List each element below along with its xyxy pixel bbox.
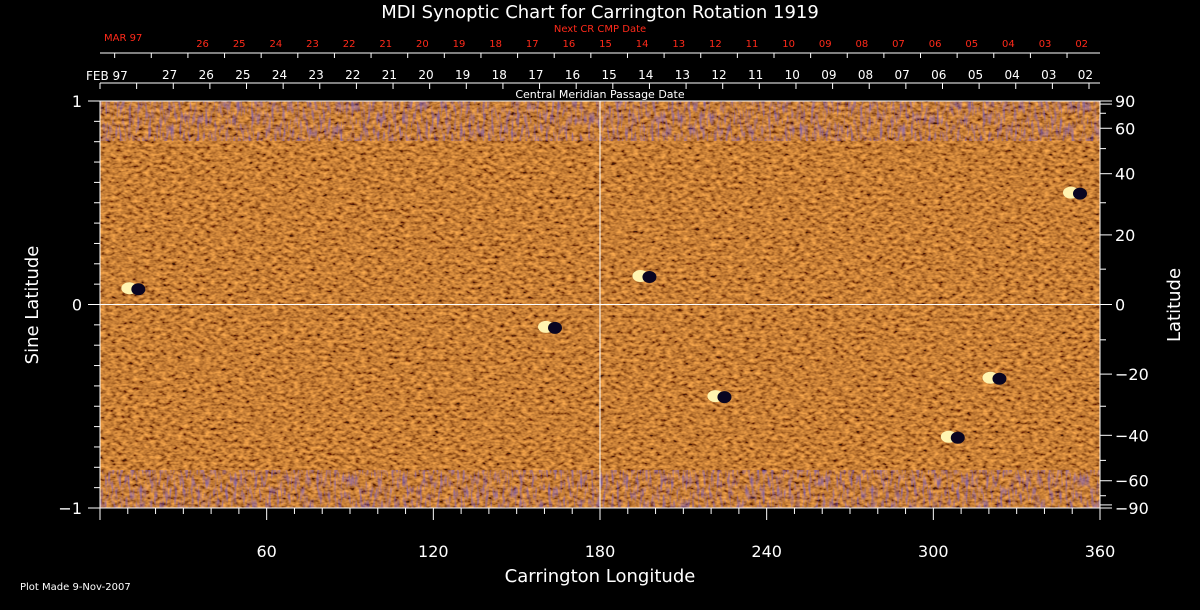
next-cr-day-label: 08 (856, 39, 869, 50)
plot-made-note: Plot Made 9-Nov-2007 (20, 582, 131, 593)
left-tick-label: −1 (58, 499, 82, 518)
chart-title: MDI Synoptic Chart for Carrington Rotati… (381, 2, 819, 23)
cmp-day-label: 04 (1004, 68, 1019, 82)
next-cr-ticks: 26 25 24 23 22 21 20 19 18 17 16 15 14 13 12 11 10 09 08 07… (114, 39, 1088, 58)
right-tick-label: −40 (1115, 426, 1149, 445)
cmp-month: FEB 97 (86, 69, 128, 83)
next-cr-month: MAR 97 (104, 33, 142, 44)
active-region-negative-1 (642, 271, 657, 284)
cmp-day-label: 09 (821, 68, 836, 82)
cmp-day-label: 14 (638, 68, 653, 82)
cmp-day-label: 25 (235, 68, 250, 82)
bottom-axis: 60 120 180 240 300 360 (99, 508, 1116, 561)
cmp-day-label: 05 (968, 68, 983, 82)
next-cr-day-label: 11 (746, 39, 759, 50)
cmp-day-label: 03 (1041, 68, 1056, 82)
left-tick-label: 1 (72, 92, 82, 111)
next-cr-day-label: 06 (929, 39, 942, 50)
active-region-negative-4 (717, 391, 732, 404)
cmp-day-label: 17 (528, 68, 543, 82)
next-cr-day-label: 20 (416, 39, 429, 50)
right-tick-label: 40 (1115, 165, 1135, 184)
next-cr-day-label: 14 (636, 39, 649, 50)
right-tick-label: −60 (1115, 472, 1149, 491)
cmp-day-label: 16 (565, 68, 580, 82)
left-tick-label: 0 (72, 296, 82, 315)
next-cr-day-label: 22 (343, 39, 356, 50)
cmp-day-label: 10 (785, 68, 800, 82)
right-axis-label: Latitude (1164, 268, 1185, 342)
active-region-negative-6 (950, 431, 965, 444)
cmp-day-label: 12 (711, 68, 726, 82)
right-tick-label: 0 (1115, 296, 1125, 315)
left-axis: 1 0 −1 (58, 92, 100, 518)
next-cr-day-label: 17 (526, 39, 539, 50)
cmp-day-label: 18 (492, 68, 507, 82)
next-cr-day-label: 18 (489, 39, 502, 50)
next-cr-day-label: 12 (709, 39, 722, 50)
right-tick-label: −90 (1115, 499, 1149, 518)
right-axis: 90 60 40 20 0 −20 −40 −60 −90 (1100, 92, 1149, 518)
x-tick-label: 120 (418, 542, 449, 561)
x-tick-label: 360 (1085, 542, 1116, 561)
cmp-day-label: 24 (272, 68, 287, 82)
cmp-day-label: 19 (455, 68, 470, 82)
left-axis-label: Sine Latitude (22, 246, 43, 365)
next-cr-day-label: 15 (599, 39, 612, 50)
active-region-negative-0 (131, 283, 146, 296)
next-cr-day-label: 05 (965, 39, 978, 50)
next-cr-day-label: 04 (1002, 39, 1015, 50)
active-region-negative-2 (1073, 187, 1087, 200)
right-tick-label: 90 (1115, 92, 1135, 111)
next-cr-day-label: 02 (1075, 39, 1088, 50)
next-cr-day-label: 25 (233, 39, 246, 50)
next-cr-day-label: 19 (453, 39, 466, 50)
cmp-day-label: 23 (308, 68, 323, 82)
right-tick-label: 20 (1115, 226, 1135, 245)
x-tick-label: 240 (751, 542, 782, 561)
next-cr-day-label: 07 (892, 39, 905, 50)
next-cr-day-label: 03 (1039, 39, 1052, 50)
active-regions (121, 186, 1087, 444)
next-cr-day-label: 16 (562, 39, 575, 50)
right-tick-label: −20 (1115, 365, 1149, 384)
cmp-day-label: 11 (748, 68, 763, 82)
cmp-day-label: 13 (675, 68, 690, 82)
next-cr-day-label: 10 (782, 39, 795, 50)
cmp-day-label: 26 (199, 68, 214, 82)
cmp-day-label: 07 (895, 68, 910, 82)
next-cr-day-label: 13 (672, 39, 685, 50)
cmp-day-label: 21 (382, 68, 397, 82)
active-region-negative-3 (548, 321, 562, 334)
x-axis-label: Carrington Longitude (505, 566, 696, 587)
active-region-negative-5 (992, 372, 1007, 385)
right-tick-label: 60 (1115, 119, 1135, 138)
next-cr-day-label: 26 (196, 39, 209, 50)
cmp-day-label: 20 (418, 68, 433, 82)
x-tick-label: 60 (256, 542, 276, 561)
next-cr-label: Next CR CMP Date (554, 24, 646, 35)
cmp-axis-label: Central Meridian Passage Date (515, 88, 684, 101)
next-cr-day-label: 21 (379, 39, 392, 50)
cmp-day-label: 27 (162, 68, 177, 82)
x-tick-label: 300 (918, 542, 949, 561)
x-tick-label: 180 (585, 542, 616, 561)
cmp-day-label: 15 (602, 68, 617, 82)
cmp-day-label: 02 (1078, 68, 1093, 82)
cmp-ticks: 27 26 25 24 23 22 21 20 19 18 17 16 15 14 13 12 11 10 09 08… (99, 68, 1093, 89)
next-cr-day-label: 24 (269, 39, 282, 50)
next-cr-day-label: 09 (819, 39, 832, 50)
cmp-day-label: 06 (931, 68, 946, 82)
cmp-day-label: 22 (345, 68, 360, 82)
next-cr-day-label: 23 (306, 39, 319, 50)
cmp-day-label: 08 (858, 68, 873, 82)
